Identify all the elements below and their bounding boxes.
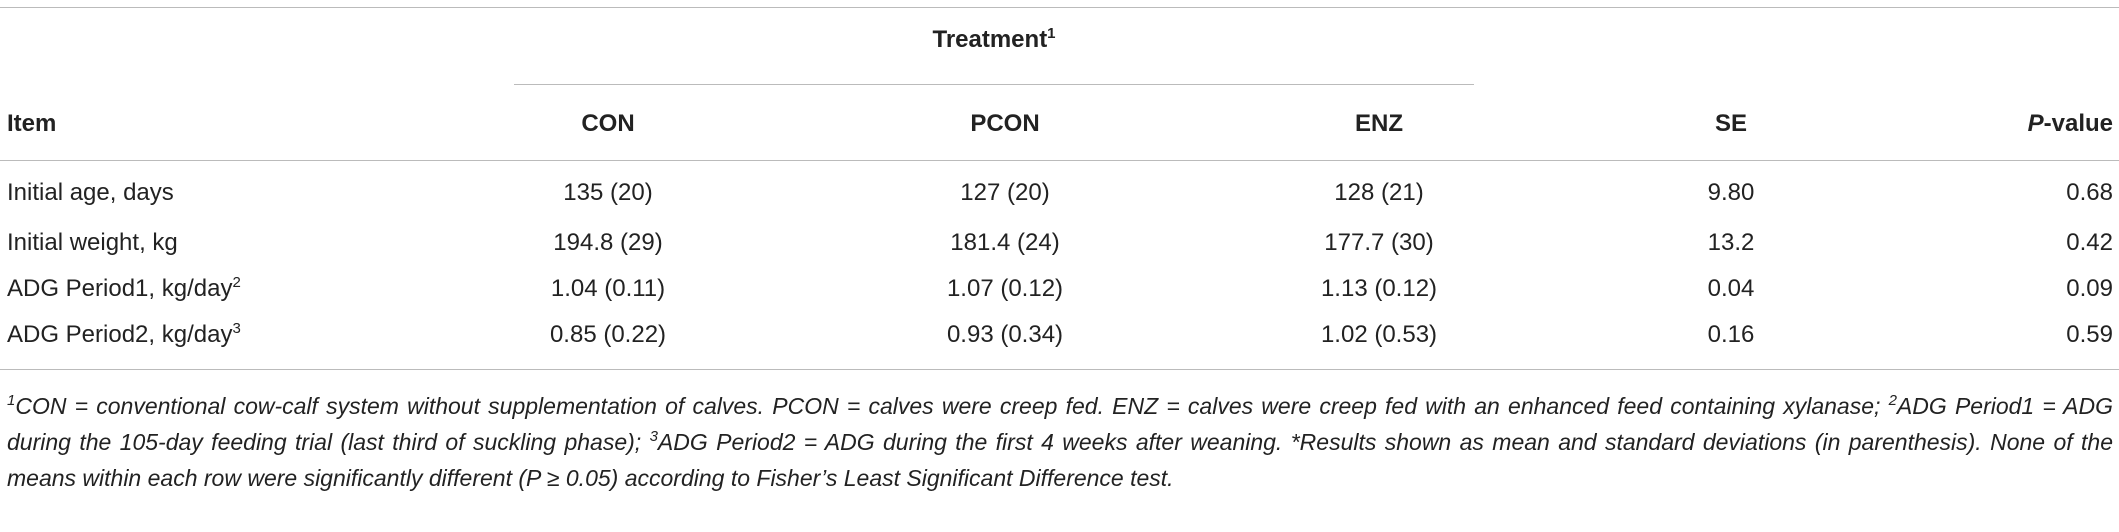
footnote-ref: 2: [232, 274, 241, 291]
group-header-text: Treatment: [932, 26, 1048, 53]
footnote-marker: 3: [649, 428, 658, 445]
header-rule: [0, 160, 2119, 161]
column-header-italic: P: [2027, 110, 2044, 137]
row-label-text: Initial weight, kg: [7, 229, 178, 256]
table-cell: 9.80: [1707, 179, 1755, 206]
table-cell: 1.13 (0.12): [1320, 275, 1438, 302]
column-header: ENZ: [1355, 110, 1403, 137]
top-rule: [0, 7, 2119, 8]
footnote-marker: 2: [1888, 392, 1897, 409]
table-cell: 0.09: [2066, 275, 2113, 302]
table-cell: 135 (20): [563, 179, 653, 206]
table-cell: 0.16: [1707, 321, 1755, 348]
column-header-text: -value: [2043, 110, 2113, 137]
footnote-text: CON = conventional cow-calf system witho…: [15, 393, 1889, 419]
table-cell: 13.2: [1707, 229, 1755, 256]
table-cell: 0.04: [1707, 275, 1755, 302]
table-cell: 177.7 (30): [1324, 229, 1434, 256]
footnote-marker: 1: [7, 392, 16, 409]
column-header: PCON: [970, 110, 1040, 137]
footnote-text: ADG Period1 = ADG during the 105-day fee…: [7, 393, 2113, 455]
row-label: ADG Period1, kg/day2: [7, 274, 241, 304]
table-cell: 0.68: [2066, 179, 2113, 206]
table-cell: 194.8 (29): [553, 229, 663, 256]
table-cell: 0.42: [2066, 229, 2113, 256]
row-label-text: Initial age, days: [7, 179, 174, 206]
table-cell: 0.93 (0.34): [946, 321, 1064, 348]
column-header: P-value: [2028, 109, 2113, 139]
column-header: CON: [581, 110, 635, 137]
row-label-text: ADG Period2, kg/day: [7, 321, 233, 348]
table-cell: 127 (20): [960, 179, 1050, 206]
row-label: Initial age, days: [7, 178, 174, 208]
row-label: Initial weight, kg: [7, 228, 178, 258]
group-header: Treatment1: [932, 25, 1055, 55]
table-cell: 1.02 (0.53): [1320, 321, 1438, 348]
row-label: ADG Period2, kg/day3: [7, 320, 241, 350]
column-header: SE: [1714, 110, 1748, 137]
group-rule: [514, 84, 1474, 85]
table-cell: 0.85 (0.22): [549, 321, 667, 348]
footnote: 1CON = conventional cow-calf system with…: [7, 388, 2113, 496]
table-cell: 181.4 (24): [950, 229, 1060, 256]
table-cell: 0.59: [2066, 321, 2113, 348]
row-label-text: ADG Period1, kg/day: [7, 275, 233, 302]
footnote-text: ADG Period2 = ADG during the first 4 wee…: [7, 429, 2113, 491]
table-cell: 1.04 (0.11): [550, 275, 666, 302]
table-cell: 1.07 (0.12): [946, 275, 1064, 302]
bottom-rule: [0, 369, 2119, 370]
footnote-ref: 1: [1047, 25, 1056, 42]
table-cell: 128 (21): [1334, 179, 1424, 206]
column-header: Item: [7, 110, 57, 137]
footnote-ref: 3: [232, 320, 241, 337]
